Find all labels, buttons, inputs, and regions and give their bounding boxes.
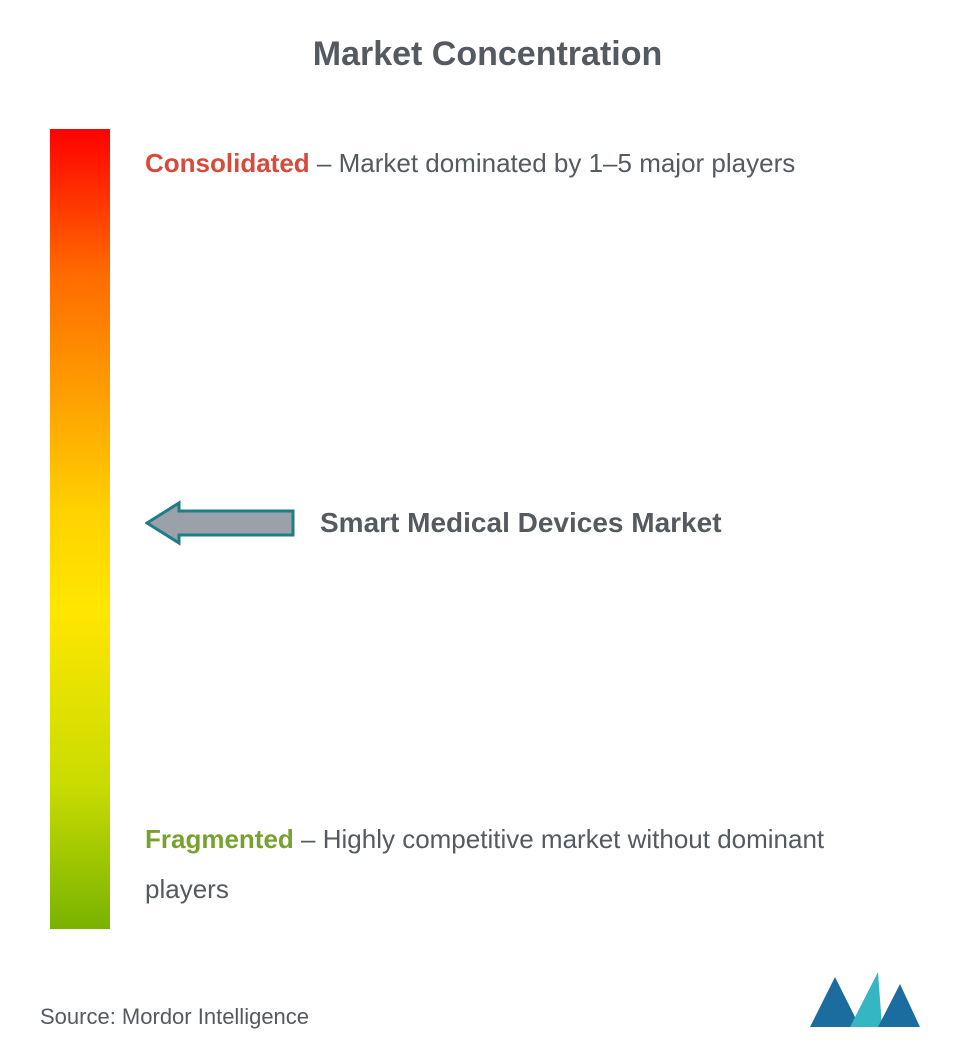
consolidated-highlight: Consolidated xyxy=(145,148,310,178)
source-text: Source: Mordor Intelligence xyxy=(40,1004,309,1030)
gradient-scale-bar xyxy=(50,129,110,929)
market-marker-row: Smart Medical Devices Market xyxy=(145,499,722,547)
labels-area: Consolidated – Market dominated by 1–5 m… xyxy=(145,129,935,929)
fragmented-label: Fragmented – Highly competitive market w… xyxy=(145,815,915,914)
page-title: Market Concentration xyxy=(40,35,935,74)
market-name-label: Smart Medical Devices Market xyxy=(320,507,722,539)
mordor-logo-icon xyxy=(810,972,920,1027)
consolidated-label: Consolidated – Market dominated by 1–5 m… xyxy=(145,139,915,188)
fragmented-highlight: Fragmented xyxy=(145,824,294,854)
consolidated-description: – Market dominated by 1–5 major players xyxy=(310,148,796,178)
arrow-left-icon xyxy=(145,499,295,547)
concentration-diagram: Consolidated – Market dominated by 1–5 m… xyxy=(40,129,935,929)
